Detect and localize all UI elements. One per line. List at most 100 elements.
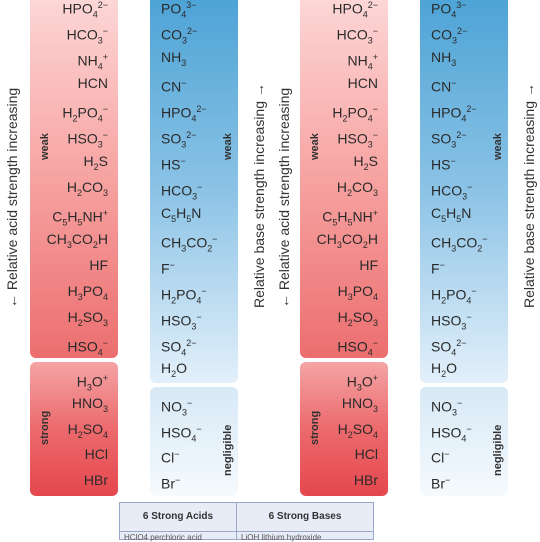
base-species: SO42− xyxy=(431,338,467,358)
group-label-weak-base-left: weak xyxy=(222,133,234,160)
base-species: H2PO4− xyxy=(161,286,207,306)
base-species-negligible: Br− xyxy=(431,475,451,492)
base-species-negligible: Br− xyxy=(161,475,181,492)
acid-species: H2S xyxy=(353,153,378,172)
base-species: C5H5N xyxy=(161,205,202,224)
acid-species: H2SO3 xyxy=(337,309,378,328)
base-species: HCO3− xyxy=(431,182,473,202)
group-label-negligible-base-left: negligible xyxy=(222,424,234,476)
base-species: CN− xyxy=(431,78,457,95)
acid-species-strong: HNO3 xyxy=(71,395,108,414)
base-species: CH3CO2− xyxy=(431,234,488,254)
base-species: HS− xyxy=(431,156,456,173)
base-species: NH3 xyxy=(431,49,457,68)
acid-species: HPO42− xyxy=(332,0,378,20)
group-label-weak-acid-right: weak xyxy=(309,133,321,160)
acid-species-strong: HCl xyxy=(84,446,108,462)
acid-strong-column-right xyxy=(300,362,388,496)
base-strength-axis-label-right: Relative base strength increasing → xyxy=(521,83,537,308)
acid-species: HCO3− xyxy=(336,26,378,46)
group-label-weak-acid-left: weak xyxy=(39,133,51,160)
acid-species: HF xyxy=(359,257,378,273)
acid-species-strong: H2SO4 xyxy=(67,421,108,440)
group-label-strong-acid-right: strong xyxy=(309,410,321,445)
table-header-acids: 6 Strong Acids xyxy=(142,511,214,522)
acid-species: HPO42− xyxy=(62,0,108,20)
base-species: SO32− xyxy=(161,130,197,150)
acid-species-strong: H2SO4 xyxy=(337,421,378,440)
acid-species: H2PO4− xyxy=(62,104,108,124)
base-species-negligible: NO3− xyxy=(431,398,463,418)
base-species-negligible: Cl− xyxy=(161,449,180,466)
base-negligible-column-right xyxy=(420,387,508,496)
base-species-negligible: Cl− xyxy=(431,449,450,466)
base-species: H2O xyxy=(431,360,458,379)
acid-species: H2SO3 xyxy=(67,309,108,328)
acid-species-strong: HBr xyxy=(353,472,378,488)
base-species: HSO3− xyxy=(161,312,202,332)
base-species: PO43− xyxy=(431,0,467,20)
base-species: HCO3− xyxy=(161,182,203,202)
acid-species: H3PO4 xyxy=(337,283,378,302)
base-species: PO43− xyxy=(161,0,197,20)
acid-species-strong: HCl xyxy=(354,446,378,462)
acid-species: HSO3− xyxy=(337,130,378,150)
acid-species: NH4+ xyxy=(347,52,378,72)
acid-weak-column-right xyxy=(300,0,388,358)
base-species: CH3CO2− xyxy=(161,234,218,254)
acid-species: HSO3− xyxy=(67,130,108,150)
base-species: CO32− xyxy=(161,26,198,46)
group-label-strong-acid-left: strong xyxy=(39,410,51,445)
base-species-negligible: NO3− xyxy=(161,398,193,418)
acid-species: H2S xyxy=(83,153,108,172)
acid-species: HCN xyxy=(77,75,108,91)
acid-strong-column-left xyxy=(30,362,118,496)
base-species: F− xyxy=(431,260,445,277)
acid-species: CH3CO2H xyxy=(46,231,108,250)
base-species: SO32− xyxy=(431,130,467,150)
table-header-bases: 6 Strong Bases xyxy=(268,511,342,522)
acid-species-strong: H3O+ xyxy=(76,373,108,393)
table-row-divider xyxy=(120,531,373,532)
acid-species-strong: HNO3 xyxy=(341,395,378,414)
acid-species: NH4+ xyxy=(77,52,108,72)
acid-strength-axis-label-left: ← Relative acid strength increasing xyxy=(4,87,20,308)
base-species-negligible: HSO4− xyxy=(431,424,472,444)
base-species: H2PO4− xyxy=(431,286,477,306)
base-species: HS− xyxy=(161,156,186,173)
acid-species: HSO4− xyxy=(67,338,108,358)
base-species: CO32− xyxy=(431,26,468,46)
base-weak-column-right xyxy=(420,0,508,383)
table-cell-acid: HClO4 perchloric acid xyxy=(124,533,202,542)
table-cell-base: LiOH lithium hydroxide xyxy=(241,533,322,542)
base-species: HSO3− xyxy=(431,312,472,332)
acid-species: H2CO3 xyxy=(66,179,108,198)
acid-species: HSO4− xyxy=(337,338,378,358)
base-species: C5H5N xyxy=(431,205,472,224)
acid-species: HF xyxy=(89,257,108,273)
acid-species: H3PO4 xyxy=(67,283,108,302)
base-strength-axis-label-left: Relative base strength increasing → xyxy=(251,83,267,308)
base-weak-column-left xyxy=(150,0,238,383)
base-negligible-column-left xyxy=(150,387,238,496)
acid-species: H2PO4− xyxy=(332,104,378,124)
base-species: F− xyxy=(161,260,175,277)
group-label-weak-base-right: weak xyxy=(492,133,504,160)
acid-species: HCO3− xyxy=(66,26,108,46)
base-species: H2O xyxy=(161,360,188,379)
acid-strength-axis-label-right: ← Relative acid strength increasing xyxy=(276,87,292,308)
base-species: CN− xyxy=(161,78,187,95)
base-species: HPO42− xyxy=(161,104,207,124)
acid-species: C5H5NH+ xyxy=(52,208,108,228)
group-label-negligible-base-right: negligible xyxy=(492,424,504,476)
base-species: SO42− xyxy=(161,338,197,358)
table-divider xyxy=(236,503,237,539)
base-species-negligible: HSO4− xyxy=(161,424,202,444)
acid-species: CH3CO2H xyxy=(316,231,378,250)
acid-species-strong: H3O+ xyxy=(346,373,378,393)
base-species: HPO42− xyxy=(431,104,477,124)
acid-species-strong: HBr xyxy=(83,472,108,488)
acid-species: C5H5NH+ xyxy=(322,208,378,228)
base-species: NH3 xyxy=(161,49,187,68)
strong-acids-bases-table: 6 Strong Acids 6 Strong Bases HClO4 perc… xyxy=(119,502,374,542)
